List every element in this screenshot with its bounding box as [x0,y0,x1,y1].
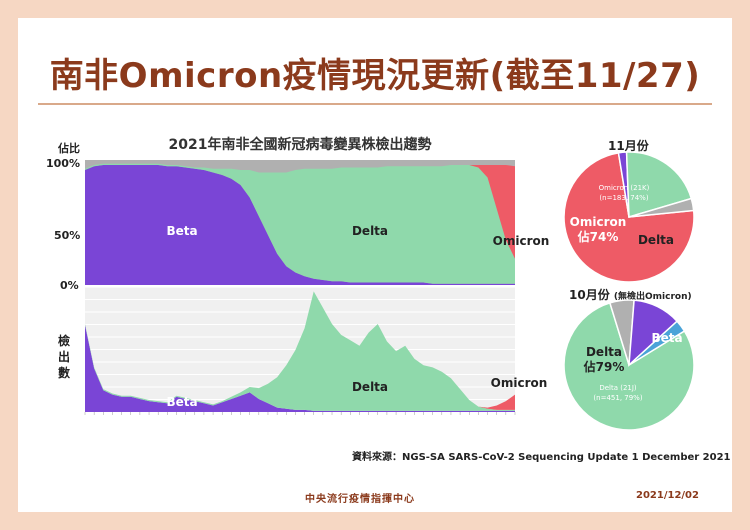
ytick-0: 0% [60,279,79,292]
pie-oct-title-note: (無檢出Omicron) [613,292,692,302]
count-chart: Beta Delta Omicron [84,286,547,415]
share-axis-label: 佔比 [58,142,80,155]
share-label-omicron: Omicron [493,234,550,248]
source-text: 資料來源：NGS-SA SARS-CoV-2 Sequencing Update… [352,452,731,463]
pie-oct-big-label: Delta [586,345,622,359]
chart-title: 2021年南非全國新冠病毒變異株檢出趨勢 [168,137,432,153]
share-area-beta [85,165,515,285]
pie-oct-title-month: 10月份 [569,288,610,302]
pie-oct-detail-name: Delta (21J) [599,384,637,392]
pie-nov-big-label: Omicron [570,215,627,229]
pie-oct-big-pct: 佔79% [583,359,625,374]
pie-slice-delta [563,301,695,431]
footer-date: 2021/12/02 [636,490,699,501]
count-label-delta: Delta [352,380,388,394]
title-divider [38,103,712,105]
count-area-delta [85,291,515,411]
pie-slice-other [628,197,695,218]
footer-organization: 中央流行疫情指揮中心 [305,494,415,505]
pie-nov-big-pct: 佔74% [577,229,619,244]
pie-slice-delta [625,151,693,218]
pie-slice-misc [628,320,686,366]
share-label-delta: Delta [352,224,388,238]
share-label-beta: Beta [166,224,197,238]
ytick-50: 50% [54,229,81,242]
pie-oct-beta-label: Beta [651,331,682,345]
ytick-100: 100% [46,157,80,170]
count-area-beta [85,325,515,412]
pie-nov-title: 11月份 [608,139,649,153]
share-area-delta [85,163,515,284]
pie-nov-detail-n: (n=183, 74%) [599,194,648,202]
page-title: 南非Omicron疫情現況更新(截至11/27) [49,56,701,96]
pie-nov-detail-name: Omicron (21K) [599,184,650,192]
pie-oct-detail-n: (n=451, 79%) [593,394,642,402]
pie-oct-title: 10月份 (無檢出Omicron) [569,286,692,303]
pie-nov-delta-label: Delta [638,233,674,247]
count-label-omicron: Omicron [491,376,548,390]
count-axis-label: 檢出數 [58,334,71,380]
count-label-beta: Beta [166,395,197,409]
share-chart: Beta Delta Omicron [85,160,549,285]
